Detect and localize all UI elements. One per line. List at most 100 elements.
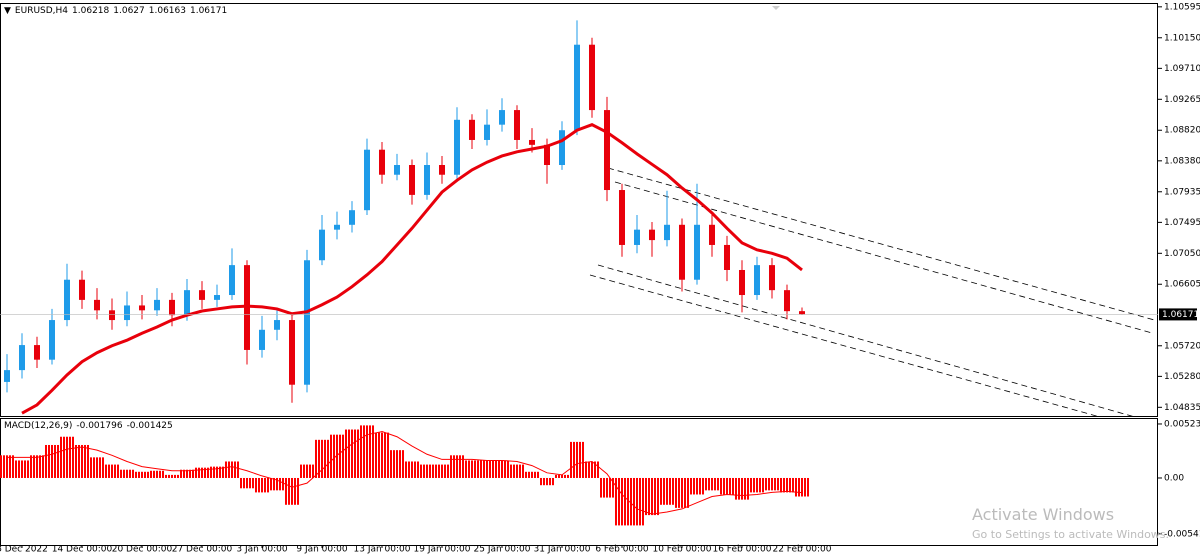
candle-body bbox=[454, 119, 460, 175]
candle-body bbox=[184, 290, 190, 316]
x-tick-label: 19 Jan 00:00 bbox=[414, 545, 471, 555]
candle-body bbox=[19, 345, 25, 371]
x-tick-label: 27 Dec 00:00 bbox=[172, 545, 233, 555]
y-tick-label: 1.05280 bbox=[1164, 372, 1200, 382]
candle-body bbox=[334, 224, 340, 230]
channel-line bbox=[589, 274, 1098, 416]
watermark-title: Activate Windows bbox=[972, 505, 1115, 524]
y-tick-label: 1.10595 bbox=[1164, 2, 1200, 12]
watermark-subtitle: Go to Settings to activate Windows. bbox=[972, 528, 1170, 541]
high: 1.0627 bbox=[113, 6, 145, 16]
x-tick-label: 16 Feb 00:00 bbox=[712, 545, 771, 555]
macd-value: -0.001796 bbox=[76, 421, 123, 431]
y-tick-label: 0.005238 bbox=[1164, 419, 1200, 429]
candle-body bbox=[709, 224, 715, 245]
y-tick-label: 1.06605 bbox=[1164, 280, 1200, 290]
candle-body bbox=[484, 124, 490, 140]
signal-value: -0.001425 bbox=[126, 421, 173, 431]
candle-body bbox=[559, 130, 565, 166]
x-tick-label: 8 Dec 2022 bbox=[0, 545, 48, 555]
y-tick-label: 1.05720 bbox=[1164, 341, 1200, 351]
candle-body bbox=[574, 44, 580, 131]
candle-body bbox=[259, 329, 265, 350]
candle-body bbox=[694, 224, 700, 280]
candle-body bbox=[664, 224, 670, 241]
candle-body bbox=[154, 299, 160, 311]
candle-body bbox=[679, 224, 685, 280]
candle-body bbox=[409, 165, 415, 195]
close: 1.06171 bbox=[189, 6, 228, 16]
y-tick-label: -0.005417 bbox=[1164, 529, 1200, 539]
macd-title: MACD(12,26,9) bbox=[4, 421, 73, 431]
candle-body bbox=[364, 149, 370, 211]
x-tick-label: 6 Feb 00:00 bbox=[595, 545, 649, 555]
candle-body bbox=[124, 305, 130, 321]
y-tick-label: 1.07050 bbox=[1164, 249, 1200, 259]
y-tick-label: 1.10150 bbox=[1164, 33, 1200, 43]
candle-body bbox=[64, 279, 70, 321]
symbol: EURUSD,H4 bbox=[14, 6, 69, 16]
macd-plot bbox=[0, 425, 809, 526]
y-tick-label: 1.04835 bbox=[1164, 403, 1200, 413]
y-tick-label: 1.08380 bbox=[1164, 156, 1200, 166]
signal-line bbox=[7, 431, 803, 515]
low: 1.06163 bbox=[148, 6, 186, 16]
candle-body bbox=[319, 229, 325, 261]
candle-body bbox=[229, 265, 235, 296]
channel bbox=[589, 167, 1158, 416]
candle-body bbox=[349, 210, 355, 225]
price-plot bbox=[4, 20, 805, 415]
candle-body bbox=[784, 290, 790, 312]
candle-body bbox=[754, 265, 760, 296]
moving-average bbox=[21, 123, 803, 415]
y-tick-label: 0.00 bbox=[1164, 473, 1184, 483]
channel-line bbox=[597, 264, 1133, 416]
x-tick-label: 13 Jan 00:00 bbox=[354, 545, 411, 555]
candle-body bbox=[634, 229, 640, 245]
candle-body bbox=[289, 320, 295, 385]
collapse-arrow[interactable]: ▼ bbox=[4, 6, 11, 16]
candle-body bbox=[94, 299, 100, 311]
candle-body bbox=[139, 305, 145, 311]
candle-body bbox=[589, 44, 595, 111]
candle-body bbox=[4, 370, 10, 382]
candle-body bbox=[439, 165, 445, 175]
x-tick-label: 10 Feb 00:00 bbox=[652, 545, 711, 555]
main-panel bbox=[0, 3, 1158, 417]
candle-body bbox=[199, 290, 205, 300]
y-tick-label: 1.09710 bbox=[1164, 64, 1200, 74]
candle-body bbox=[79, 279, 85, 300]
x-tick-label: 25 Jan 00:00 bbox=[474, 545, 531, 555]
candle-body bbox=[304, 260, 310, 385]
y-tick-label: 1.08820 bbox=[1164, 126, 1200, 136]
channel-line bbox=[607, 167, 1158, 322]
x-tick-label: 22 Feb 00:00 bbox=[772, 545, 831, 555]
y-tick-label: 1.09265 bbox=[1164, 95, 1200, 105]
candle-body bbox=[499, 110, 505, 125]
candle-body bbox=[529, 139, 535, 145]
candle-body bbox=[769, 265, 775, 291]
candle-body bbox=[469, 119, 475, 140]
shift-marker bbox=[772, 6, 780, 10]
x-tick-label: 14 Dec 00:00 bbox=[52, 545, 113, 555]
y-tick-label: 1.07495 bbox=[1164, 218, 1200, 228]
candle-body bbox=[724, 244, 730, 270]
candle-body bbox=[274, 320, 280, 330]
candle-body bbox=[649, 229, 655, 241]
open: 1.06218 bbox=[72, 6, 110, 16]
current-price-box bbox=[1159, 308, 1197, 321]
macd-panel bbox=[0, 418, 1158, 546]
x-tick-label: 9 Jan 00:00 bbox=[296, 545, 348, 555]
x-tick-label: 20 Dec 00:00 bbox=[112, 545, 173, 555]
candle-body bbox=[109, 310, 115, 321]
candle-body bbox=[799, 311, 805, 315]
candle-body bbox=[619, 190, 625, 245]
candle-body bbox=[379, 149, 385, 175]
x-tick-label: 3 Jan 00:00 bbox=[236, 545, 288, 555]
candle-body bbox=[739, 269, 745, 296]
y-tick-label: 1.07935 bbox=[1164, 187, 1200, 197]
candle-body bbox=[49, 320, 55, 360]
